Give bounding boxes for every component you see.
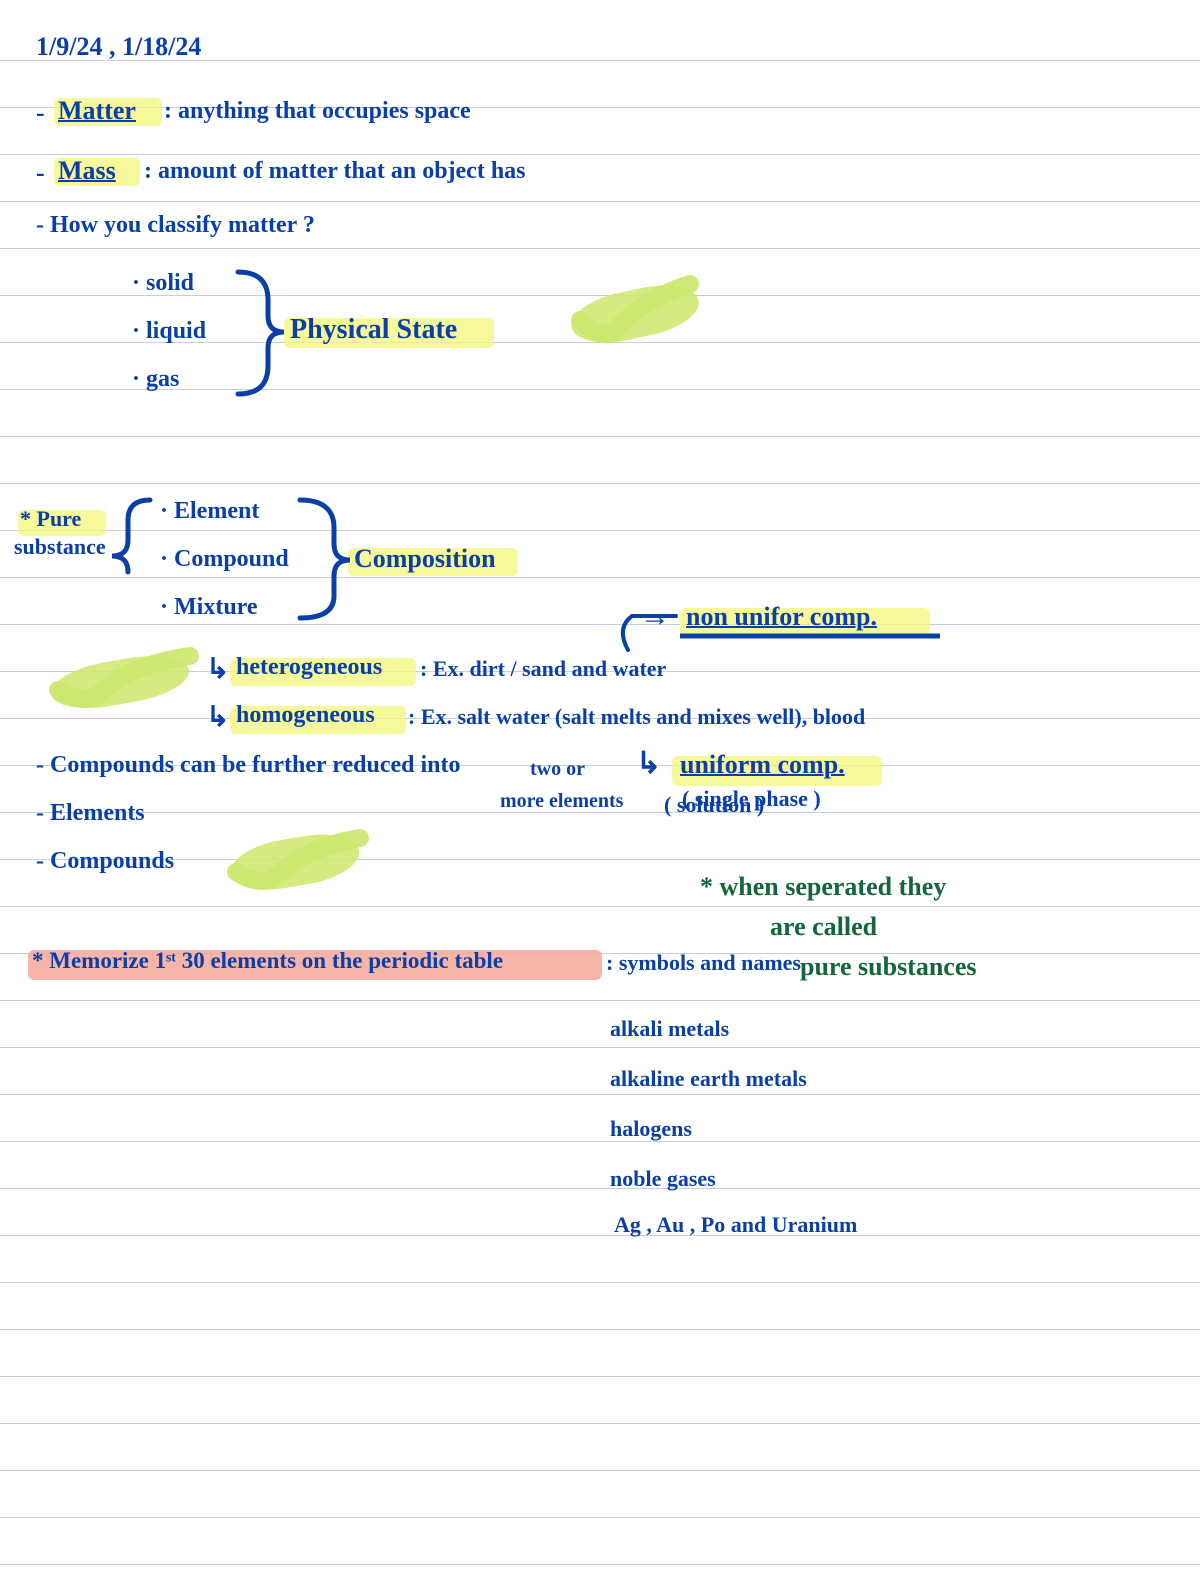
homo-ex: : Ex. salt water (salt melts and mixes w… xyxy=(408,704,865,730)
halogens: halogens xyxy=(610,1116,692,1142)
pure-2: substance xyxy=(14,534,106,560)
noble: noble gases xyxy=(610,1166,716,1192)
arrow-uniform: ↳ xyxy=(636,746,661,781)
sep-2: are called xyxy=(770,912,877,942)
sep-1: * when seperated they xyxy=(700,872,946,902)
compounds-line: - Compounds xyxy=(36,848,174,875)
handwriting-layer: 1/9/24 , 1/18/24 - Matter : anything tha… xyxy=(0,0,1200,1576)
hetero-word: heterogeneous xyxy=(236,654,382,681)
composition-label: Composition xyxy=(354,544,496,574)
homo-arrow: ↳ xyxy=(206,700,229,734)
physical-state-label: Physical State xyxy=(290,314,457,346)
memorize-tail: : symbols and names xyxy=(606,950,801,976)
nonunifor-arrow: → xyxy=(640,600,670,634)
comp-mixture: · Mixture xyxy=(160,594,258,621)
single-phase: ( single phase ) xyxy=(682,786,821,812)
dash-2: - xyxy=(36,158,45,188)
homo-word: homogeneous xyxy=(236,702,375,729)
elements-line: - Elements xyxy=(36,800,145,827)
more-elements: more elements xyxy=(500,790,623,813)
hetero-arrow: ↳ xyxy=(206,652,229,686)
nonunifor: non unifor comp. xyxy=(686,602,877,632)
mass-def: : amount of matter that an object has xyxy=(144,158,526,185)
comp-element: · Element xyxy=(160,498,259,525)
date: 1/9/24 , 1/18/24 xyxy=(36,32,201,62)
alkali: alkali metals xyxy=(610,1016,729,1042)
state-liquid: · liquid xyxy=(132,318,206,345)
alkaline: alkaline earth metals xyxy=(610,1066,807,1092)
dash-1: - xyxy=(36,98,45,128)
state-solid: · solid xyxy=(132,270,194,297)
state-gas: · gas xyxy=(132,366,179,393)
matter-term: Matter xyxy=(58,96,136,126)
memorize: * Memorize 1ˢᵗ 30 elements on the period… xyxy=(32,948,503,974)
extras: Ag , Au , Po and Uranium xyxy=(614,1212,857,1238)
sep-3: pure substances xyxy=(800,952,977,982)
two-or: two or xyxy=(530,758,585,781)
compounds-reduce: - Compounds can be further reduced into xyxy=(36,752,460,779)
mass-term: Mass xyxy=(58,156,116,186)
matter-def: : anything that occupies space xyxy=(164,98,471,125)
pure-1: * Pure xyxy=(20,506,81,532)
comp-compound: · Compound xyxy=(160,546,289,573)
classify-q: - How you classify matter ? xyxy=(36,212,315,239)
hetero-ex: : Ex. dirt / sand and water xyxy=(420,656,666,682)
uniform-comp: uniform comp. xyxy=(680,750,845,780)
